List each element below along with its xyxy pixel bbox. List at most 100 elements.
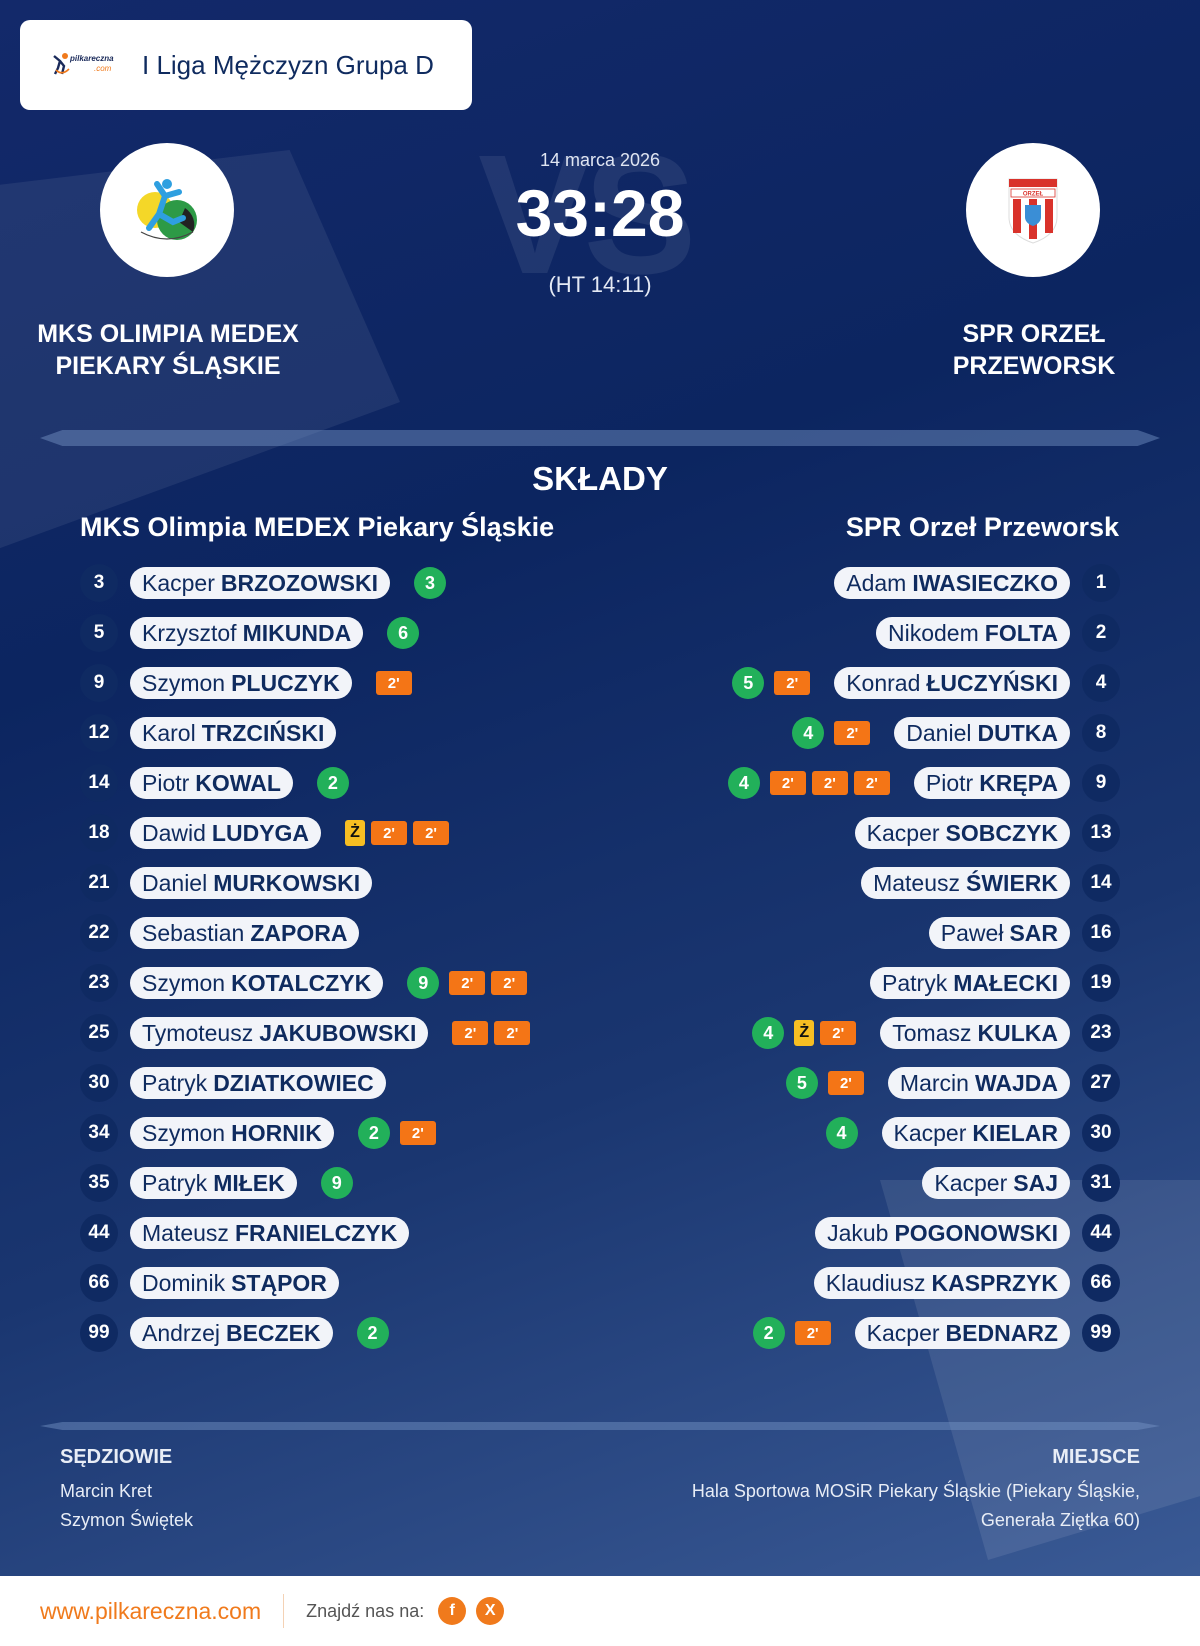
first-name: Kacper [866,819,940,846]
suspension-badge: 2' [494,1021,531,1045]
player-name[interactable]: Sebastian ZAPORA [130,917,360,949]
first-name: Piotr [142,769,190,796]
player-name[interactable]: Klaudiusz KASPRZYK [813,1267,1070,1299]
player-stats: 3 [414,567,447,599]
player-name[interactable]: Kacper SOBCZYK [854,817,1070,849]
player-name[interactable]: Konrad ŁUCZYŃSKI [834,667,1070,699]
player-name[interactable]: Piotr KOWAL [130,767,293,799]
suspension-badge: 2' [491,971,528,995]
shirt-number: 12 [80,714,118,752]
player-name[interactable]: Kacper BRZOZOWSKI [130,567,391,599]
player-name[interactable]: Kacper BEDNARZ [854,1317,1070,1349]
player-row: Mateusz ŚWIERK 14 [728,858,1120,908]
player-row: 12 Karol TRZCIŃSKI [80,708,530,758]
website-link[interactable]: www.pilkareczna.com [40,1597,262,1624]
player-name[interactable]: Marcin WAJDA [887,1067,1070,1099]
first-name: Jakub [827,1219,889,1246]
player-name[interactable]: Szymon KOTALCZYK [130,967,384,999]
player-name[interactable]: Paweł SAR [928,917,1070,949]
first-name: Nikodem [888,619,979,646]
player-name[interactable]: Adam IWASIECZKO [834,567,1070,599]
player-stats: 9 2' 2' [407,967,528,999]
player-row: 9 Szymon PLUCZYK 2' [80,658,530,708]
shirt-number: 35 [80,1164,118,1202]
player-row: 99 Andrzej BECZEK 2 [80,1308,530,1358]
player-name[interactable]: Karol TRZCIŃSKI [130,717,337,749]
player-name[interactable]: Patryk DZIATKOWIEC [130,1067,386,1099]
shirt-number: 1 [1082,564,1120,602]
pilkareczna-logo[interactable]: pilkareczna .com [50,50,122,80]
suspension-badge: 2' [375,671,412,695]
yellow-card-badge: Ż [794,1020,815,1046]
player-name[interactable]: Dawid LUDYGA [130,817,322,849]
player-name[interactable]: Szymon HORNIK [130,1117,334,1149]
first-name: Dominik [142,1269,226,1296]
player-name[interactable]: Kacper KIELAR [881,1117,1070,1149]
player-row: Kacper SOBCZYK 13 [728,808,1120,858]
last-name: DUTKA [977,719,1059,746]
player-name[interactable]: Nikodem FOLTA [876,617,1070,649]
last-name: LUDYGA [211,819,310,846]
player-name[interactable]: Kacper SAJ [922,1167,1070,1199]
player-row: 44 Mateusz FRANIELCZYK [80,1208,530,1258]
lineups-title: SKŁADY [532,460,668,497]
shirt-number: 44 [80,1214,118,1252]
player-stats: 2 2' [752,1317,831,1349]
shirt-number: 16 [1082,914,1120,952]
player-name[interactable]: Patryk MIŁEK [130,1167,297,1199]
halftime-score: (HT 14:11) [548,272,652,297]
shirt-number: 9 [80,664,118,702]
player-name[interactable]: Daniel MURKOWSKI [130,867,373,899]
last-name: KIELAR [972,1119,1058,1146]
spr-orzel-crest-icon: ORZEŁ [1008,178,1058,244]
goals-badge: 2 [356,1317,389,1349]
player-name[interactable]: Mateusz FRANIELCZYK [130,1217,410,1249]
suspension-badge: 2' [794,1321,831,1345]
player-name[interactable]: Patryk MAŁECKI [870,967,1070,999]
player-stats: 4 Ż 2' [752,1017,857,1049]
player-name[interactable]: Tomasz KULKA [880,1017,1070,1049]
player-row: 35 Patryk MIŁEK 9 [80,1158,530,1208]
first-name: Szymon [142,669,226,696]
player-row: 4 Ż 2' Tomasz KULKA 23 [728,1008,1120,1058]
league-title: I Liga Mężczyzn Grupa D [142,49,434,80]
player-row: 34 Szymon HORNIK 2 2' [80,1108,530,1158]
player-name[interactable]: Piotr KRĘPA [913,767,1070,799]
x-icon[interactable]: X [476,1597,505,1625]
player-row: Patryk MAŁECKI 19 [728,958,1120,1008]
player-name[interactable]: Dominik STĄPOR [130,1267,339,1299]
first-name: Krzysztof [142,619,237,646]
suspension-badge: 2' [834,721,871,745]
last-name: PLUCZYK [231,669,340,696]
player-name[interactable]: Andrzej BECZEK [130,1317,333,1349]
suspension-badge: 2' [827,1071,864,1095]
last-name: ŚWIERK [966,869,1058,896]
first-name: Mateusz [873,869,960,896]
player-stats: 5 2' [785,1067,864,1099]
player-row: 4 Kacper KIELAR 30 [728,1108,1120,1158]
shirt-number: 44 [1082,1214,1120,1252]
first-name: Karol [142,719,196,746]
last-name: BECZEK [225,1319,321,1346]
player-name[interactable]: Mateusz ŚWIERK [861,867,1070,899]
player-row: 4 2' Daniel DUTKA 8 [728,708,1120,758]
goals-badge: 2 [752,1317,785,1349]
away-team-logo: ORZEŁ [966,143,1100,277]
shirt-number: 5 [80,614,118,652]
league-header: pilkareczna .com I Liga Mężczyzn Grupa D [20,20,472,110]
facebook-icon[interactable]: f [438,1597,467,1625]
player-name[interactable]: Szymon PLUCZYK [130,667,352,699]
divider [40,1422,1160,1430]
player-row: 18 Dawid LUDYGA Ż 2' 2' [80,808,530,858]
player-name[interactable]: Jakub POGONOWSKI [815,1217,1070,1249]
player-name[interactable]: Tymoteusz JAKUBOWSKI [130,1017,429,1049]
last-name: MIŁEK [213,1169,285,1196]
goals-badge: 4 [792,717,825,749]
player-name[interactable]: Daniel DUTKA [894,717,1070,749]
goals-badge: 4 [752,1017,785,1049]
shirt-number: 14 [80,764,118,802]
player-name[interactable]: Krzysztof MIKUNDA [130,617,364,649]
player-row: Klaudiusz KASPRZYK 66 [728,1258,1120,1308]
first-name: Daniel [906,719,972,746]
player-row: 3 Kacper BRZOZOWSKI 3 [80,558,530,608]
